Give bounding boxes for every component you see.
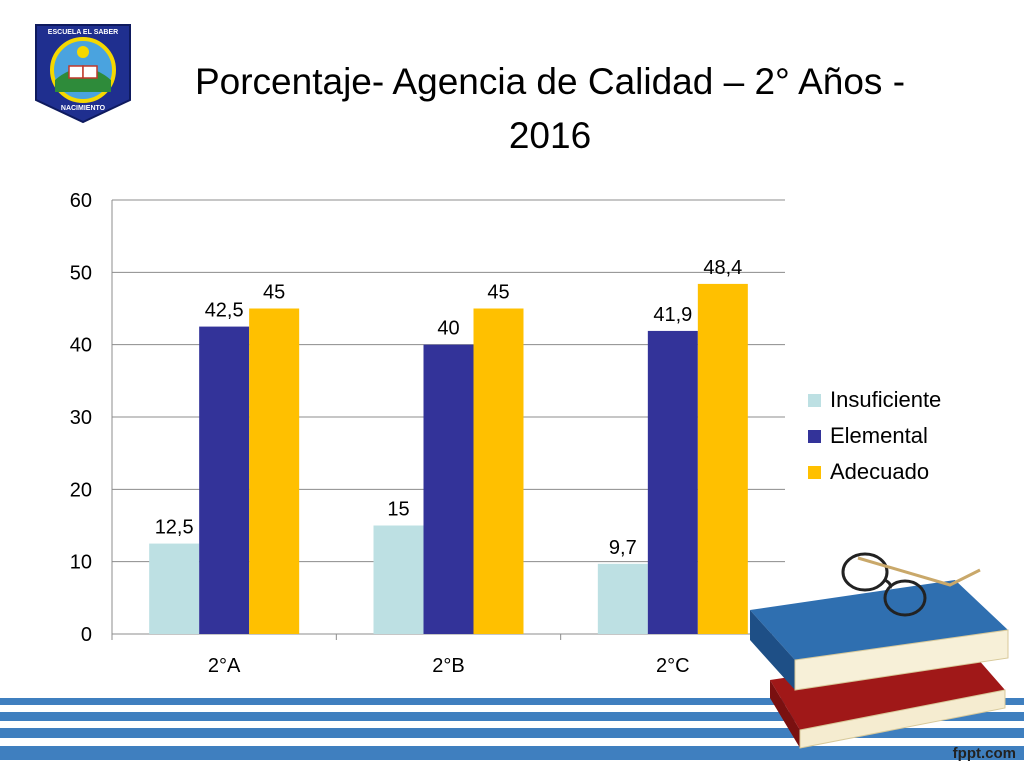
bar (423, 344, 474, 634)
x-tick-label: 2°C (656, 655, 690, 677)
data-label: 15 (387, 499, 409, 521)
legend-item: Elemental (808, 418, 941, 454)
data-label: 48,4 (703, 257, 742, 279)
bar (647, 330, 698, 634)
legend-label: Elemental (830, 423, 928, 448)
bar (697, 283, 748, 634)
legend-swatch (808, 465, 821, 479)
y-tick-label: 20 (70, 479, 92, 501)
data-label: 40 (437, 318, 459, 340)
glasses-icon (841, 552, 889, 592)
x-tick-label: 2°A (208, 655, 241, 677)
legend-label: Insuficiente (830, 387, 942, 412)
data-label: 45 (263, 282, 285, 304)
data-label: 45 (487, 282, 509, 304)
legend-label: Adecuado (830, 459, 930, 484)
chart-legend: Insuficiente Elemental Adecuado (808, 382, 941, 490)
legend-item: Adecuado (808, 454, 941, 490)
bar (373, 525, 424, 634)
bar (149, 543, 200, 634)
bar (473, 308, 524, 634)
watermark: fppt.com (952, 745, 1016, 762)
data-label: 42,5 (205, 300, 244, 322)
y-tick-label: 60 (70, 190, 92, 212)
legend-swatch (808, 393, 821, 407)
books-illustration (750, 552, 1009, 749)
footer-stripes (0, 690, 1024, 760)
chart-title: Porcentaje- Agencia de Calidad – 2° Años… (194, 61, 906, 156)
x-tick-label: 2°B (432, 655, 464, 677)
bar (199, 326, 250, 634)
legend-item: Insuficiente (808, 382, 941, 418)
bar (249, 308, 300, 634)
logo-top-text: ESCUELA EL SABER (48, 29, 118, 36)
legend-swatch (808, 429, 821, 443)
y-tick-label: 40 (70, 335, 92, 357)
bar (597, 563, 648, 634)
data-label: 12,5 (155, 517, 194, 539)
y-tick-label: 30 (70, 407, 92, 429)
data-label: 41,9 (653, 304, 692, 326)
y-tick-label: 10 (70, 552, 92, 574)
logo-bottom-text: NACIMIENTO (61, 105, 106, 112)
y-tick-label: 50 (70, 262, 92, 284)
data-label: 9,7 (609, 537, 637, 559)
school-logo: ESCUELA EL SABER NACIMIENTO (35, 24, 131, 124)
y-tick-label: 0 (81, 624, 92, 646)
